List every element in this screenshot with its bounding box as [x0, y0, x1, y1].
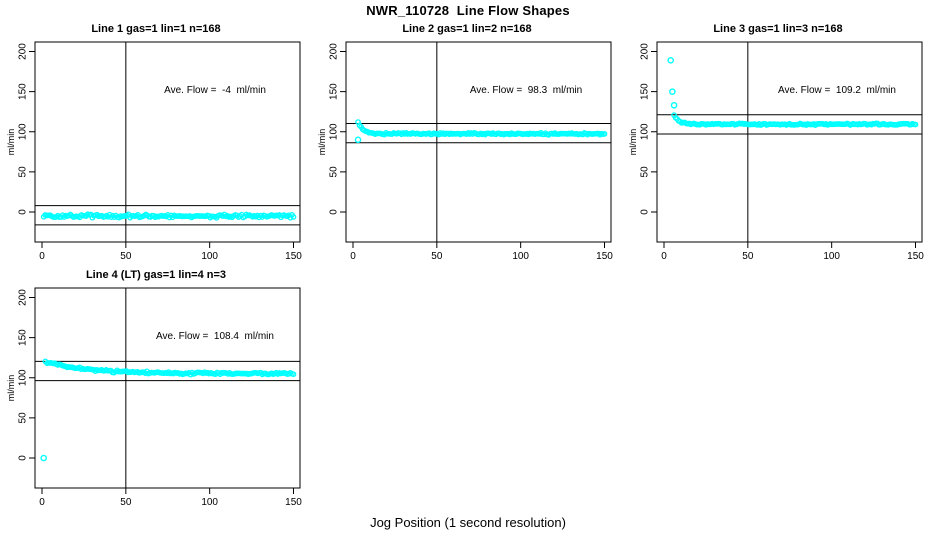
panel-1-ave-flow-annotation: Ave. Flow = -4 ml/min	[164, 85, 266, 96]
x-tick-label: 0	[39, 497, 45, 508]
y-tick-label: 150	[329, 83, 340, 100]
y-tick-label: 50	[18, 412, 29, 424]
y-tick-label: 50	[329, 166, 340, 178]
plot-box	[656, 41, 923, 243]
y-tick-label: 100	[329, 123, 340, 140]
outlier-point	[669, 88, 676, 95]
panel-4: 0 50 100 150 200 0 50 100 150	[18, 287, 302, 508]
x-tick-label: 0	[661, 251, 667, 262]
panel-1-y-axis-label: ml/min	[6, 128, 16, 156]
panel-1-title: Line 1 gas=1 lin=1 n=168	[91, 23, 221, 35]
panel-2: 0 50 100 150 200 0 50 100 150	[329, 41, 613, 262]
panel-2-points	[354, 119, 608, 144]
y-tick-label: 0	[329, 209, 340, 215]
y-tick-label: 0	[18, 209, 29, 215]
panel-2-y-axis-label: ml/min	[317, 128, 327, 156]
panel-4-ave-flow-annotation: Ave. Flow = 108.4 ml/min	[156, 331, 274, 342]
x-tick-label: 100	[201, 497, 218, 508]
x-tick-label: 50	[742, 251, 754, 262]
data-point	[912, 121, 919, 128]
y-tick-label: 200	[18, 289, 29, 306]
outlier-point	[670, 101, 678, 109]
panel-4-y-axis-label: ml/min	[6, 374, 16, 402]
x-tick-label: 0	[39, 251, 45, 262]
outlier-point	[40, 454, 47, 462]
x-tick-label: 150	[285, 497, 302, 508]
x-tick-label: 50	[120, 497, 132, 508]
plot-box	[345, 41, 612, 243]
y-tick-label: 100	[640, 123, 651, 140]
panel-3-points	[667, 57, 919, 129]
panel-3-title: Line 3 gas=1 lin=3 n=168	[713, 23, 843, 35]
figure-title: NWR_110728 Line Flow Shapes	[366, 3, 570, 18]
y-tick-label: 0	[18, 455, 29, 461]
panel-1: 0 50 100 150 200 0 50 100 150	[18, 41, 302, 262]
panel-3: 0 50 100 150 200 0 50 100 150	[640, 41, 924, 262]
panel-1-points	[40, 211, 297, 221]
outlier-point	[667, 57, 675, 64]
y-tick-label: 200	[18, 43, 29, 60]
x-axis-label: Jog Position (1 second resolution)	[370, 515, 566, 530]
x-tick-label: 100	[512, 251, 529, 262]
data-point	[601, 131, 608, 137]
y-tick-label: 50	[640, 166, 651, 178]
panel-4-points	[40, 358, 297, 462]
y-tick-label: 50	[18, 166, 29, 178]
y-tick-label: 200	[329, 43, 340, 60]
panel-3-y-axis-label: ml/min	[628, 128, 638, 156]
panel-2-ave-flow-annotation: Ave. Flow = 98.3 ml/min	[469, 85, 583, 96]
x-tick-label: 150	[907, 251, 924, 262]
x-tick-label: 100	[201, 251, 218, 262]
x-tick-label: 100	[823, 251, 840, 262]
x-tick-label: 150	[596, 251, 613, 262]
x-tick-label: 150	[285, 251, 302, 262]
data-point	[290, 371, 297, 378]
data-point	[290, 214, 297, 220]
y-tick-label: 150	[18, 329, 29, 346]
x-tick-label: 0	[350, 251, 356, 262]
panel-4-title: Line 4 (LT) gas=1 lin=4 n=3	[85, 269, 227, 281]
x-tick-label: 50	[120, 251, 132, 262]
y-tick-label: 0	[640, 209, 651, 215]
panel-3-ave-flow-annotation: Ave. Flow = 109.2 ml/min	[778, 85, 896, 96]
panel-2-title: Line 2 gas=1 lin=2 n=168	[402, 23, 532, 35]
plot-box	[34, 41, 301, 243]
plot-box	[34, 287, 301, 489]
outlier-point	[354, 136, 362, 144]
x-tick-label: 50	[431, 251, 443, 262]
y-tick-label: 100	[18, 123, 29, 140]
y-tick-label: 200	[640, 43, 651, 60]
y-tick-label: 100	[18, 369, 29, 386]
y-tick-label: 150	[640, 83, 651, 100]
y-tick-label: 150	[18, 83, 29, 100]
